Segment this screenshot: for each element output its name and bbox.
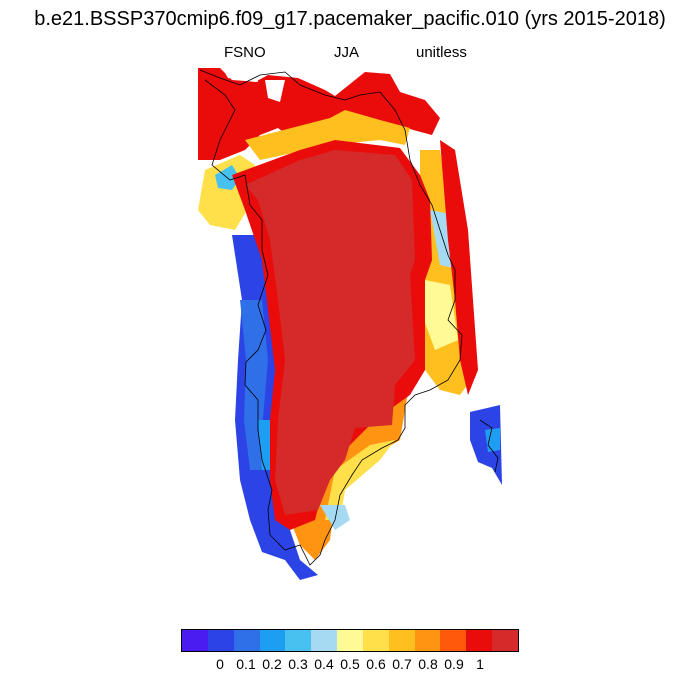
map-cell-region (320, 505, 350, 530)
map-cell-region (325, 440, 395, 520)
colorbar-swatch (492, 630, 518, 651)
colorbar-swatch (207, 630, 234, 651)
colorbar-swatch (182, 630, 208, 651)
colorbar-swatch (233, 630, 260, 651)
map-cell-region (245, 110, 410, 160)
colorbar-tick-label: 0 (216, 656, 224, 672)
colorbar-tick-label: 0.5 (340, 656, 360, 672)
map-cell-region (470, 405, 502, 485)
map-gap (220, 68, 258, 82)
map-gap (265, 80, 285, 102)
colorbar-swatch (285, 630, 312, 651)
season-label: JJA (334, 44, 360, 61)
variable-label: FSNO (224, 44, 266, 61)
colorbar-tick-label: 1 (476, 656, 484, 672)
colorbar-tick-label: 0.3 (288, 656, 308, 672)
colorbar-swatch (388, 630, 415, 651)
colorbar-swatch (311, 630, 338, 651)
map-cell-region (440, 140, 478, 395)
colorbar-tick-label: 0.9 (444, 656, 464, 672)
colorbar-tick-label: 0.1 (236, 656, 256, 672)
coastline (479, 419, 499, 473)
units-label: unitless (416, 44, 467, 61)
colorbar (181, 629, 519, 652)
map-cell-region (198, 68, 440, 160)
colorbar-labels: 0 0.1 0.2 0.3 0.4 0.5 0.6 0.7 0.8 0.9 1 (0, 656, 700, 676)
map-cell-region (424, 280, 458, 350)
colorbar-swatch (337, 630, 363, 651)
colorbar-swatch (362, 630, 389, 651)
colorbar-swatch (414, 630, 441, 651)
map-interior (245, 150, 415, 515)
coastline (199, 69, 463, 566)
colorbar-tick-label: 0.6 (366, 656, 386, 672)
colorbar-tick-label: 0.2 (262, 656, 282, 672)
colorbar-swatch (440, 630, 467, 651)
colorbar-tick-label: 0.8 (418, 656, 438, 672)
colorbar-tick-label: 0.4 (314, 656, 334, 672)
colorbar-tick-label: 0.7 (392, 656, 412, 672)
colorbar-swatch (259, 630, 286, 651)
plot-title: b.e21.BSSP370cmip6.f09_g17.pacemaker_pac… (34, 8, 666, 30)
colorbar-swatch (466, 630, 493, 651)
